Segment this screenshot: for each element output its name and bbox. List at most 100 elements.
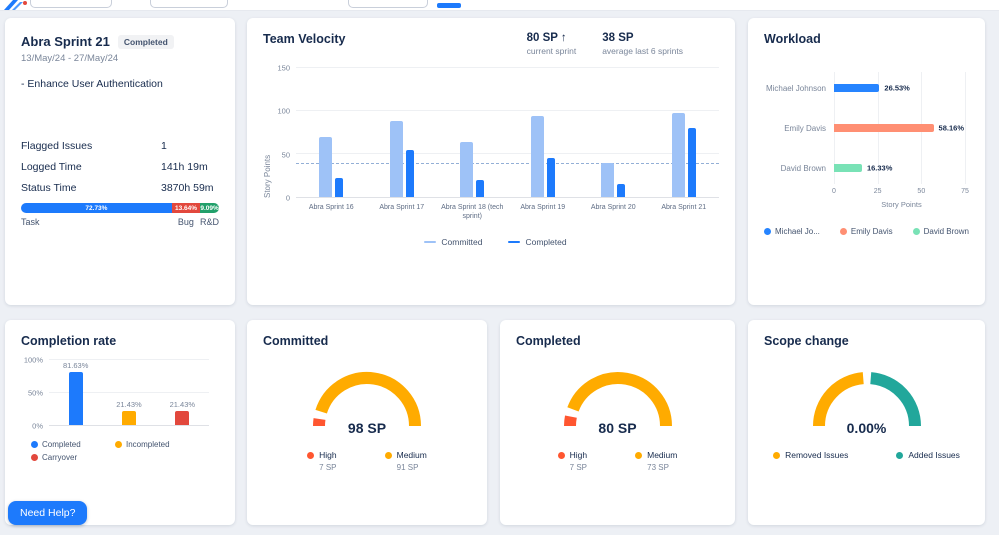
bar-completed[interactable] xyxy=(617,184,626,197)
workload-row: Emily Davis 58.16% xyxy=(764,108,969,148)
legend-item: Michael Jo... xyxy=(764,227,820,236)
bar-committed[interactable] xyxy=(389,121,403,197)
stat-row-status-time: Status Time 3870h 59m xyxy=(21,182,219,194)
plot: 81.63% 21.43% 21.43% xyxy=(49,359,209,426)
gauge-segment-high xyxy=(313,418,326,427)
workload-bar[interactable]: 58.16% xyxy=(834,124,964,133)
y-axis-ticks: 0% 50% 100% xyxy=(21,356,49,431)
card-title: Team Velocity xyxy=(263,32,346,46)
card-title: Completion rate xyxy=(21,334,117,348)
sprint-status-badge: Completed xyxy=(117,34,174,49)
bar-group: 81.63% xyxy=(63,360,88,425)
category-labels: Abra Sprint 16 Abra Sprint 17 Abra Sprint … xyxy=(296,203,719,221)
legend-dot xyxy=(557,451,565,459)
bar-completed[interactable] xyxy=(546,158,555,197)
bar-group xyxy=(437,68,507,197)
filter-dropdown[interactable] xyxy=(150,0,228,8)
category-label: Abra Sprint 16 xyxy=(308,204,354,211)
value-label: 21.43% xyxy=(116,400,142,410)
workload-card: Workload Michael Johnson 26.53% Emily Davi… xyxy=(748,18,985,305)
bar-committed[interactable] xyxy=(671,112,685,197)
bar-carryover[interactable] xyxy=(175,411,190,425)
legend-dot xyxy=(773,451,781,459)
legend-dot xyxy=(31,454,38,461)
bar-group xyxy=(296,68,366,197)
gauge-segment-high xyxy=(563,415,577,427)
x-tick-label: 75 xyxy=(961,188,969,195)
completed-gauge-card: Completed 80 SP High 7 SP Medium 73 SP xyxy=(500,320,735,525)
stat-label: Logged Time xyxy=(21,161,82,173)
legend-item: Incompleted xyxy=(115,440,211,449)
bar-incompleted[interactable] xyxy=(121,411,136,425)
bar-committed[interactable] xyxy=(319,136,333,197)
legend-item: Completed xyxy=(31,440,115,449)
velocity-plot-area: 0 50 100 150 Abra Sprint 16 Abra Sprint 17 Ab… xyxy=(272,64,719,247)
value-label: 26.53% xyxy=(884,83,910,93)
need-help-button[interactable]: Need Help? xyxy=(8,501,88,525)
filter-dropdown[interactable] xyxy=(348,0,428,8)
issue-type-label: R&D xyxy=(199,217,219,227)
y-tick-label: 50 xyxy=(281,150,290,160)
x-axis-label: Story Points xyxy=(881,200,922,209)
y-tick-label: 0 xyxy=(285,193,290,203)
gauge-chart xyxy=(563,372,672,427)
bar-area: 58.16% xyxy=(834,108,965,148)
issue-type-labels: Task Bug R&D xyxy=(21,217,219,227)
workload-row: Michael Johnson 26.53% xyxy=(764,68,969,108)
gauge-chart xyxy=(812,372,921,427)
bar-group: 21.43% xyxy=(116,360,142,425)
bar-completed[interactable] xyxy=(405,149,414,197)
card-title: Completed xyxy=(516,334,581,348)
legend-row: Removed Issues xyxy=(773,450,848,460)
bar-committed[interactable] xyxy=(530,116,544,197)
legend-label: David Brown xyxy=(923,227,969,236)
bar-completed[interactable] xyxy=(476,179,485,197)
legend-value: 7 SP xyxy=(319,463,337,472)
bar-area: 26.53% xyxy=(834,68,965,108)
workload-chart: Michael Johnson 26.53% Emily Davis 58.16% Da… xyxy=(764,68,969,188)
legend-marker xyxy=(424,241,437,244)
legend-label: Completed xyxy=(42,440,81,449)
legend-row: Medium xyxy=(635,450,677,460)
legend-item: Medium 91 SP xyxy=(384,450,427,472)
legend-dot xyxy=(31,441,38,448)
bar-committed[interactable] xyxy=(460,141,474,197)
workload-bar[interactable]: 26.53% xyxy=(834,84,910,93)
bar-completed[interactable] xyxy=(335,178,344,197)
x-tick-label: 50 xyxy=(917,188,926,195)
legend-dot xyxy=(764,228,771,235)
sprint-header: Abra Sprint 21 Completed xyxy=(21,34,219,49)
gridline xyxy=(296,110,719,111)
person-name: Michael Johnson xyxy=(765,83,826,93)
bar-completed[interactable] xyxy=(68,371,83,425)
filter-dropdown[interactable] xyxy=(30,0,112,8)
y-axis-label: Story Points xyxy=(263,154,272,198)
kpi-value: 38 SP xyxy=(602,32,634,44)
gauge: 0.00% xyxy=(797,368,937,436)
scope-change-card: Scope change 0.00% Removed Issues Added I… xyxy=(748,320,985,525)
stat-row-logged: Logged Time 141h 19m xyxy=(21,161,219,173)
velocity-legend: Committed Completed xyxy=(272,237,719,247)
average-line xyxy=(296,163,719,165)
gauge-legend: High 7 SP Medium 73 SP xyxy=(516,450,719,472)
legend-item: High 7 SP xyxy=(557,450,587,472)
stat-row-flagged: Flagged Issues 1 xyxy=(21,140,219,152)
x-tick-label: 0 xyxy=(832,188,836,195)
sprint-date-range: 13/May/24 - 27/May/24 xyxy=(21,53,119,64)
bar-completed[interactable] xyxy=(687,128,696,197)
sprint-title: Abra Sprint 21 xyxy=(21,34,110,49)
y-tick-label: 100% xyxy=(23,355,43,365)
bar-group: 21.43% xyxy=(170,360,195,425)
velocity-header: Team Velocity 80 SP ↑ current sprint 38 … xyxy=(263,32,719,56)
category-label: Abra Sprint 17 xyxy=(379,204,425,211)
legend-dot xyxy=(307,451,315,459)
velocity-chart: Story Points 0 50 100 150 Abra Sprint 16 Abr… xyxy=(263,64,719,247)
gridline xyxy=(965,72,966,184)
workload-bar[interactable]: 16.33% xyxy=(834,164,892,173)
legend-label: High xyxy=(319,450,337,460)
active-tab-indicator[interactable] xyxy=(437,3,461,8)
sprint-stats: Flagged Issues 1 Logged Time 141h 19m St… xyxy=(21,140,219,194)
legend-row: High xyxy=(307,450,337,460)
card-title: Committed xyxy=(263,334,329,348)
bar-committed[interactable] xyxy=(601,162,615,197)
